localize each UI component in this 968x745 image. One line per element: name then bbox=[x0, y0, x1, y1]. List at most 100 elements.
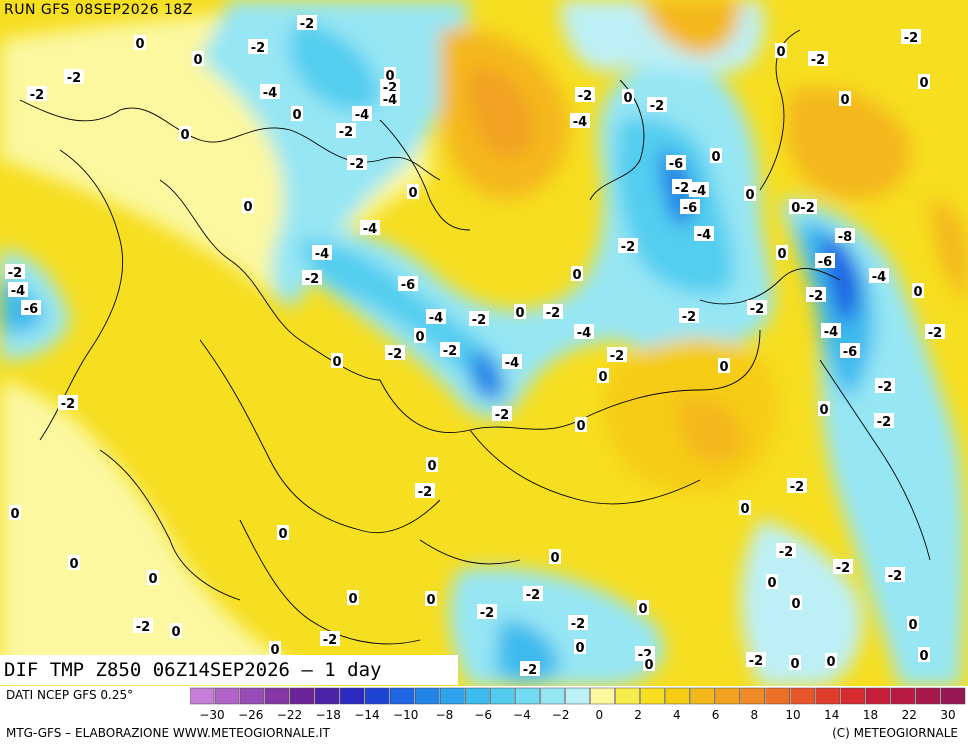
legend-swatch bbox=[490, 687, 515, 705]
contour-label: -6 bbox=[818, 255, 832, 270]
contour-label-bg bbox=[869, 268, 889, 283]
legend-swatch bbox=[690, 687, 715, 705]
contour-label: 0 bbox=[711, 150, 720, 165]
contour-label-bg bbox=[825, 653, 837, 668]
legend-swatch bbox=[815, 687, 841, 705]
contour-label: 0 bbox=[408, 186, 417, 201]
contour-label: -4 bbox=[573, 115, 587, 130]
contour-label: 0 bbox=[745, 188, 754, 203]
contour-label: -2 bbox=[30, 88, 44, 103]
contour-label-bg bbox=[907, 616, 919, 631]
contour-label-bg bbox=[352, 106, 372, 121]
contour-label-bg bbox=[415, 483, 435, 498]
legend-tick: 4 bbox=[673, 708, 681, 722]
contour-labels: -2-20-2-20-40-2-40-4-20-200-4-4-2 -6-4 -2 0… bbox=[5, 15, 945, 678]
legend-tick: 2 bbox=[634, 708, 642, 722]
contour-label: -2 bbox=[571, 617, 585, 632]
source-label: DATI NCEP GFS 0.25° bbox=[6, 688, 134, 702]
contour-label-bg bbox=[806, 287, 826, 302]
contour-label: -2 bbox=[888, 569, 902, 584]
contour-label-bg bbox=[291, 106, 303, 121]
contour-label: -4 bbox=[824, 325, 838, 340]
contour-label: -2 bbox=[305, 272, 319, 287]
contour-label-bg bbox=[384, 67, 396, 82]
contour-label: 0 bbox=[180, 128, 189, 143]
contour-label: -4 bbox=[363, 222, 377, 237]
contour-label: -2 bbox=[339, 125, 353, 140]
contour-label: -2 bbox=[546, 306, 560, 321]
contour-label-bg bbox=[746, 652, 766, 667]
contour-label-bg bbox=[747, 300, 767, 315]
legend-swatch bbox=[590, 687, 615, 705]
contour-label: 0 bbox=[644, 658, 653, 673]
contour-label-bg bbox=[179, 126, 191, 141]
contour-label-bg bbox=[694, 226, 714, 241]
contour-label-bg bbox=[790, 595, 802, 610]
contour-label-bg bbox=[9, 505, 21, 520]
color-scale: −30 −26 −22 −18 −14 −10 −8 −6 −4 −2 0 2 4 6 8 10 14 18 22 3… bbox=[190, 687, 966, 722]
legend-swatch bbox=[615, 687, 640, 705]
contour-label-bg bbox=[248, 39, 268, 54]
contour-label-bg bbox=[426, 457, 438, 472]
contour-label-bg bbox=[821, 323, 841, 338]
contour-label-bg bbox=[302, 270, 322, 285]
contour-label-bg bbox=[331, 353, 343, 368]
contour-label-bg bbox=[666, 155, 686, 170]
contour-label-bg bbox=[918, 647, 930, 662]
legend-swatch bbox=[865, 687, 891, 705]
contour-label: -2 bbox=[928, 326, 942, 341]
contour-label-bg bbox=[680, 199, 700, 214]
contour-label-bg bbox=[170, 623, 182, 638]
contour-label-bg bbox=[68, 555, 80, 570]
contour-label-bg bbox=[835, 228, 855, 243]
contour-label: -2 bbox=[878, 380, 892, 395]
contour-label-bg bbox=[839, 91, 851, 106]
credit-left: MTG-GFS – ELABORAZIONE WWW.METEOGIORNALE… bbox=[6, 726, 330, 740]
contour-label: -2 bbox=[523, 663, 537, 678]
contour-label: -2 bbox=[621, 240, 635, 255]
legend-tick: 14 bbox=[824, 708, 839, 722]
legend-tick: −10 bbox=[393, 708, 418, 722]
contour-label: -2 bbox=[300, 17, 314, 32]
contour-label: -2 bbox=[61, 397, 75, 412]
contour-label-bg bbox=[192, 51, 204, 66]
contour-label: -2 bbox=[323, 633, 337, 648]
contour-label-bg bbox=[637, 600, 649, 615]
contour-label-bg bbox=[385, 345, 405, 360]
contour-label: 0 bbox=[10, 507, 19, 522]
contour-label-bg bbox=[549, 549, 561, 564]
contour-label-bg bbox=[808, 51, 828, 66]
contour-label: -6 bbox=[401, 278, 415, 293]
contour-label-bg bbox=[21, 300, 41, 315]
contour-label-bg bbox=[347, 590, 359, 605]
contour-label-bg bbox=[5, 264, 25, 279]
contour-label-bg bbox=[58, 395, 78, 410]
contour-label: -2 bbox=[749, 654, 763, 669]
legend-swatch bbox=[264, 687, 290, 705]
contour-label: -6 bbox=[24, 302, 38, 317]
contour-label: -2 bbox=[388, 347, 402, 362]
legend-swatch bbox=[665, 687, 690, 705]
contour-label-bg bbox=[407, 184, 419, 199]
contour-label: -2 bbox=[472, 313, 486, 328]
contour-label-bg bbox=[787, 478, 807, 493]
contour-label: -4 bbox=[697, 228, 711, 243]
contour-label-bg bbox=[622, 89, 634, 104]
contour-label: -8 bbox=[838, 230, 852, 245]
contour-label-bg bbox=[672, 179, 692, 194]
contour-label-bg bbox=[492, 406, 512, 421]
contour-label: -2 bbox=[67, 71, 81, 86]
contour-label-bg bbox=[380, 79, 400, 94]
legend-tick: −26 bbox=[238, 708, 263, 722]
contour-label: 0 bbox=[819, 403, 828, 418]
contour-label: 0 bbox=[426, 593, 435, 608]
contour-label-bg bbox=[875, 378, 895, 393]
contour-label-bg bbox=[643, 656, 655, 671]
contour-label: 0 bbox=[791, 597, 800, 612]
contour-label: 0 bbox=[427, 459, 436, 474]
contour-label: 0 bbox=[740, 502, 749, 517]
legend-swatch bbox=[339, 687, 365, 705]
contour-label-bg bbox=[925, 324, 945, 339]
contour-label: 0 bbox=[790, 657, 799, 672]
contour-label: -6 bbox=[669, 157, 683, 172]
